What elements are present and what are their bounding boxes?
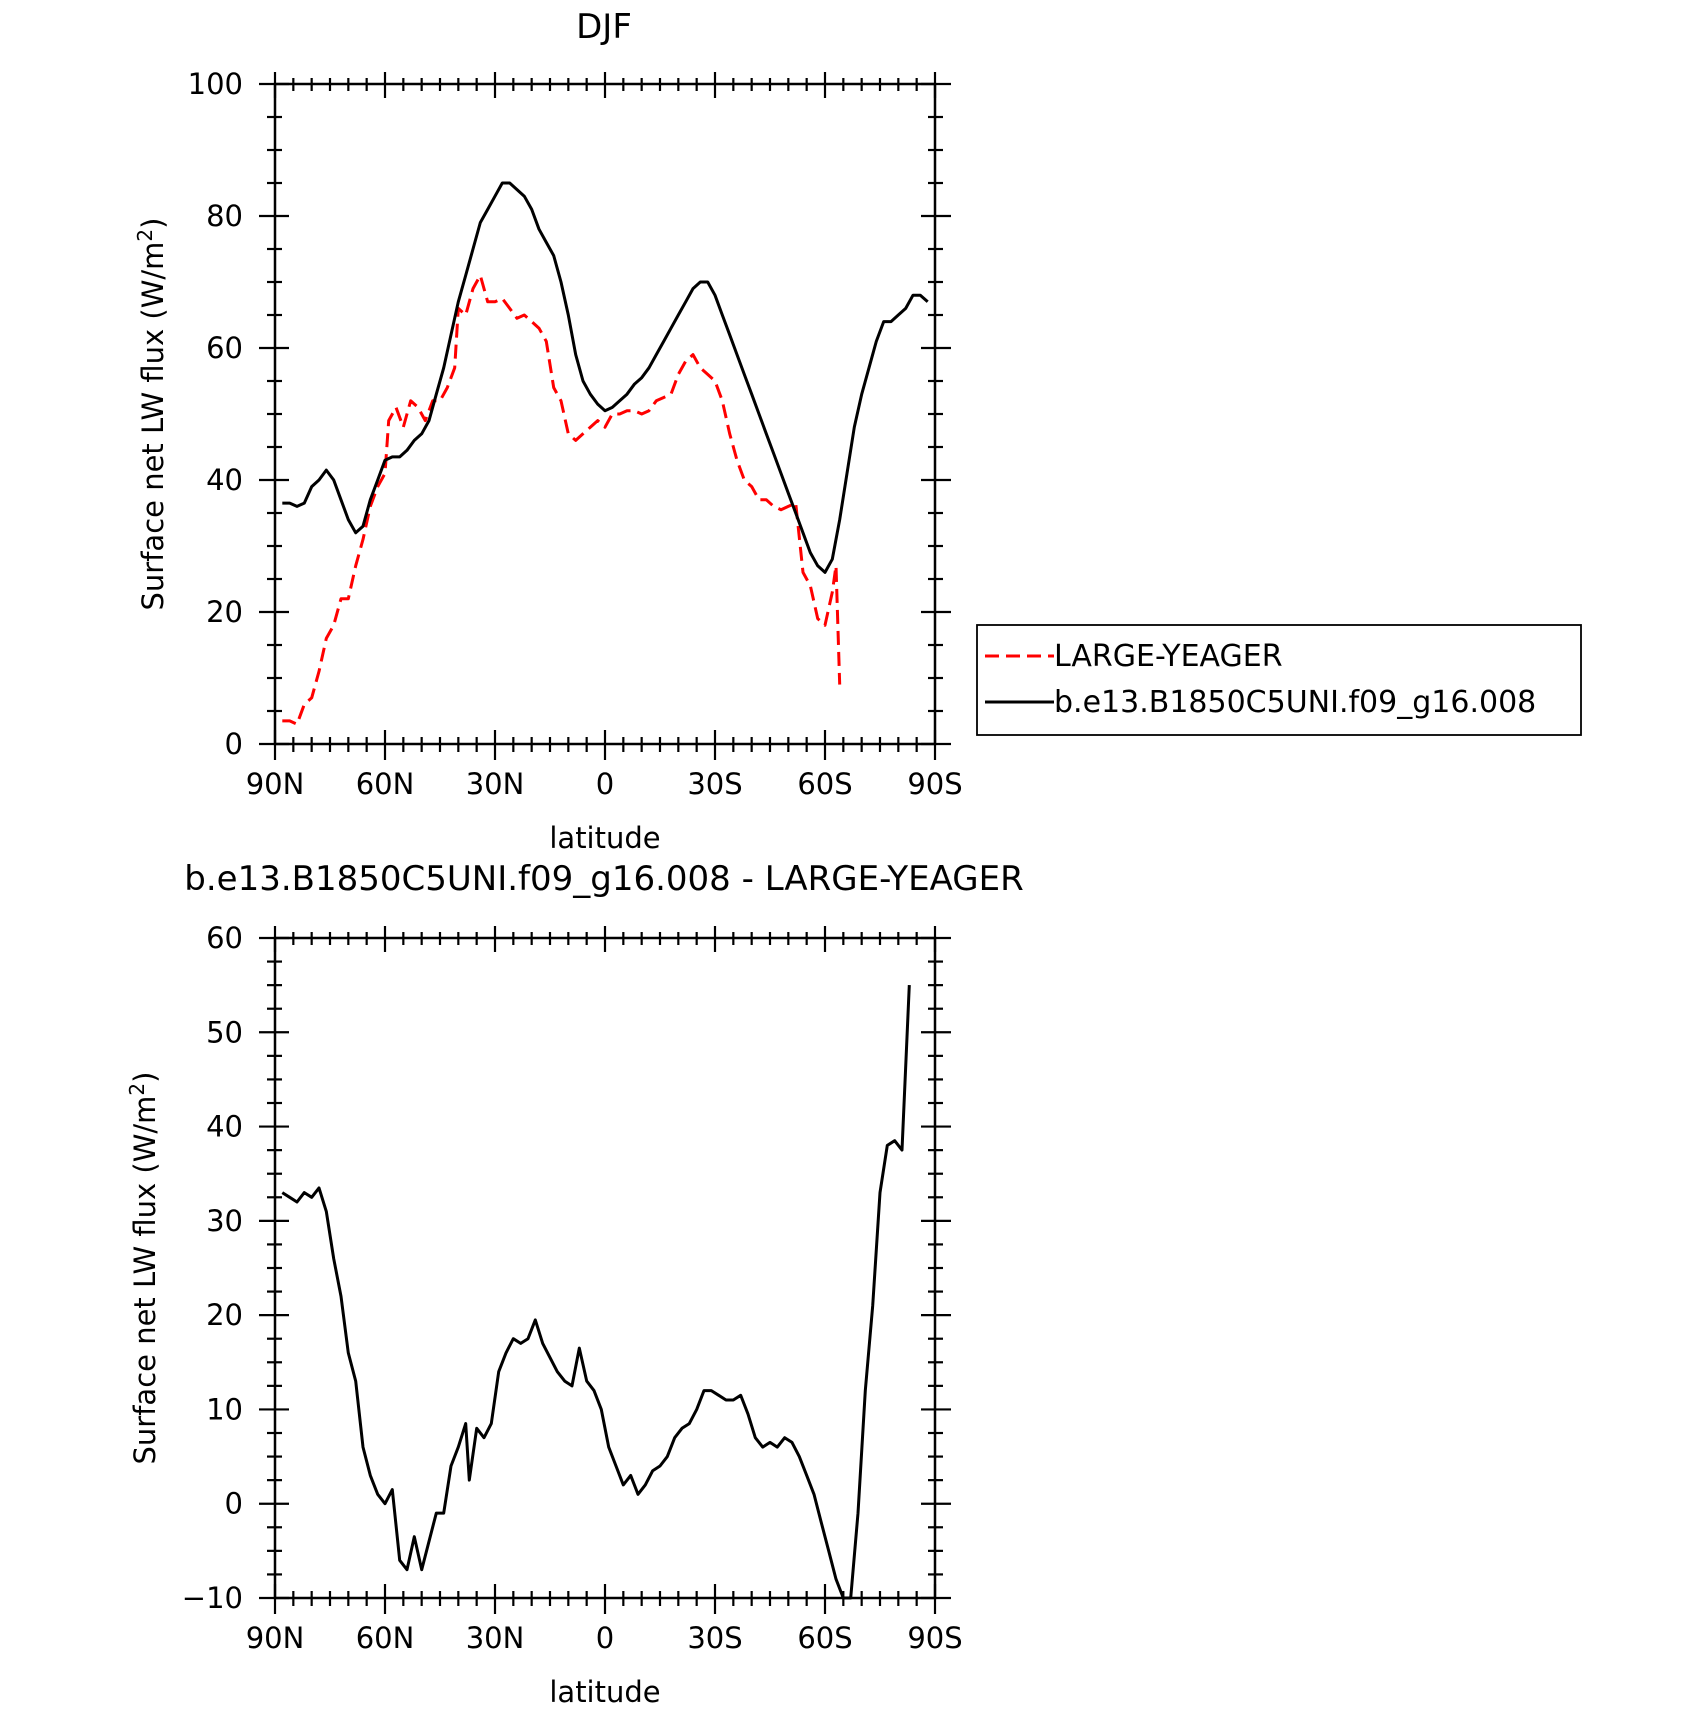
top-y-tick-label: 40 bbox=[206, 463, 243, 497]
top-x-tick-label: 90N bbox=[246, 767, 305, 801]
top-chart-x-tick-labels: 90N 60N 30N 0 30S 60S 90S bbox=[246, 767, 963, 801]
top-series-line-b-e13-b1850c5uni-f09-g16-008 bbox=[282, 181, 929, 574]
bottom-x-tick-label: 90S bbox=[907, 1621, 962, 1655]
legend-label-model: b.e13.B1850C5UNI.f09_g16.008 bbox=[1054, 685, 1536, 720]
bottom-x-tick-label: 30N bbox=[466, 1621, 525, 1655]
bottom-y-tick-label: −10 bbox=[182, 1581, 243, 1615]
bottom-chart-ylabel: Surface net LW flux (W/m2) bbox=[125, 1072, 162, 1465]
bottom-chart-y-tick-labels: −10 0 10 20 30 40 50 60 bbox=[182, 921, 243, 1615]
top-chart-panel: DJF 90N 60N 30N 0 30S 60S 90S 0 20 40 60 80 100 lat… bbox=[133, 7, 963, 855]
legend: LARGE-YEAGER b.e13.B1850C5UNI.f09_g16.00… bbox=[976, 624, 1582, 736]
bottom-y-tick-label: 30 bbox=[206, 1204, 243, 1238]
top-chart-title: DJF bbox=[576, 7, 632, 47]
bottom-chart-frame bbox=[273, 936, 937, 1600]
top-series-line-large-yeager bbox=[282, 273, 842, 726]
bottom-y-tick-label: 40 bbox=[206, 1110, 243, 1144]
bottom-x-tick-label: 30S bbox=[687, 1621, 742, 1655]
bottom-chart-xlabel: latitude bbox=[549, 1675, 660, 1709]
top-x-tick-label: 60S bbox=[797, 767, 852, 801]
top-y-tick-label: 60 bbox=[206, 331, 243, 365]
legend-box bbox=[976, 624, 1582, 736]
bottom-y-tick-label: 50 bbox=[206, 1015, 243, 1049]
top-x-tick-label: 0 bbox=[596, 767, 614, 801]
top-x-tick-label: 60N bbox=[356, 767, 415, 801]
bottom-y-tick-label: 10 bbox=[206, 1392, 243, 1426]
bottom-x-tick-label: 90N bbox=[246, 1621, 305, 1655]
top-chart-ticks bbox=[259, 72, 951, 760]
bottom-chart-ticks bbox=[259, 926, 951, 1614]
top-chart-ylabel: Surface net LW flux (W/m2) bbox=[133, 218, 170, 611]
bottom-chart-panel: b.e13.B1850C5UNI.f09_g16.008 - LARGE-YEA… bbox=[125, 859, 1024, 1709]
bottom-chart-title: b.e13.B1850C5UNI.f09_g16.008 - LARGE-YEA… bbox=[184, 859, 1023, 899]
bottom-chart-series bbox=[281, 985, 911, 1600]
legend-label-large-yeager: LARGE-YEAGER bbox=[1054, 639, 1283, 674]
top-y-tick-label: 80 bbox=[206, 199, 243, 233]
top-y-tick-label: 0 bbox=[225, 727, 243, 761]
bottom-x-tick-label: 0 bbox=[596, 1621, 614, 1655]
top-y-tick-label: 100 bbox=[188, 67, 243, 101]
bottom-x-tick-label: 60N bbox=[356, 1621, 415, 1655]
top-chart-series bbox=[282, 181, 929, 726]
top-x-tick-label: 30S bbox=[687, 767, 742, 801]
bottom-series-line bbox=[281, 985, 911, 1600]
top-y-tick-label: 20 bbox=[206, 595, 243, 629]
bottom-x-tick-label: 60S bbox=[797, 1621, 852, 1655]
bottom-y-tick-label: 0 bbox=[225, 1487, 243, 1521]
bottom-y-tick-label: 60 bbox=[206, 921, 243, 955]
top-chart-xlabel: latitude bbox=[549, 821, 660, 855]
top-chart-y-tick-labels: 0 20 40 60 80 100 bbox=[188, 67, 243, 761]
bottom-chart-x-tick-labels: 90N 60N 30N 0 30S 60S 90S bbox=[246, 1621, 963, 1655]
bottom-y-tick-label: 20 bbox=[206, 1298, 243, 1332]
top-chart-frame bbox=[273, 82, 937, 746]
top-x-tick-label: 30N bbox=[466, 767, 525, 801]
top-x-tick-label: 90S bbox=[907, 767, 962, 801]
